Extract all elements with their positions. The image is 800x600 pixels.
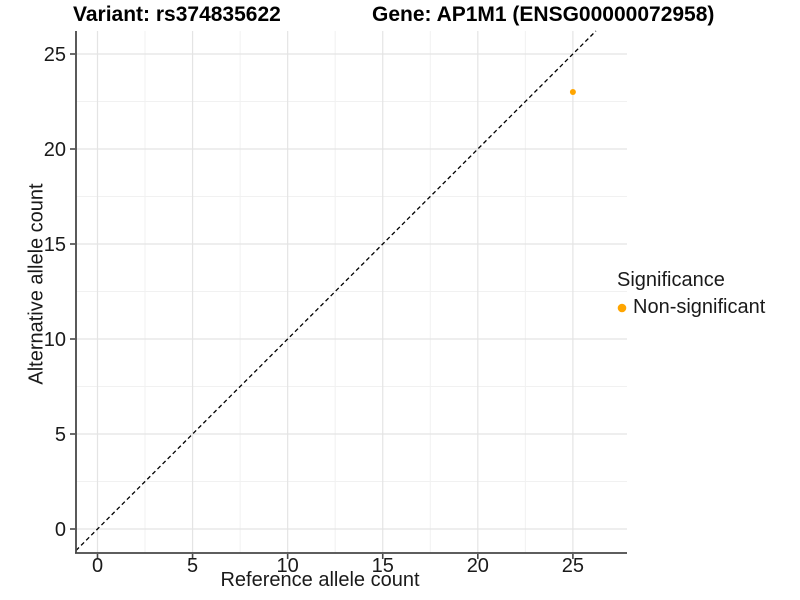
x-tick-label: 15 <box>372 555 394 577</box>
legend-item-label: Non-significant <box>633 296 766 318</box>
legend-point-icon <box>617 303 627 312</box>
x-tick-label: 5 <box>187 555 198 577</box>
legend-title: Significance <box>617 269 725 291</box>
legend: Significance Non-significant <box>617 269 765 319</box>
y-axis-title: Alternative allele count <box>25 183 48 385</box>
plot-title-variant: Variant: rs374835622 <box>73 3 281 26</box>
y-tick-label: 10 <box>44 329 66 351</box>
data-point <box>569 89 576 95</box>
legend-item: Non-significant <box>617 296 765 319</box>
y-tick-label: 0 <box>55 519 66 541</box>
y-tick-label: 15 <box>44 234 66 256</box>
y-tick-label: 20 <box>44 139 66 161</box>
x-axis-title: Reference allele count <box>220 569 420 591</box>
x-tick-label: 20 <box>467 555 489 577</box>
x-tick-label: 0 <box>92 555 103 577</box>
y-tick-label: 25 <box>44 44 66 66</box>
y-tick-label: 5 <box>55 424 66 446</box>
plot-title-gene: Gene: AP1M1 (ENSG00000072958) <box>372 3 715 26</box>
identity-dashed-line <box>75 30 597 551</box>
x-tick-label: 25 <box>562 555 584 577</box>
x-tick-label: 10 <box>277 555 299 577</box>
